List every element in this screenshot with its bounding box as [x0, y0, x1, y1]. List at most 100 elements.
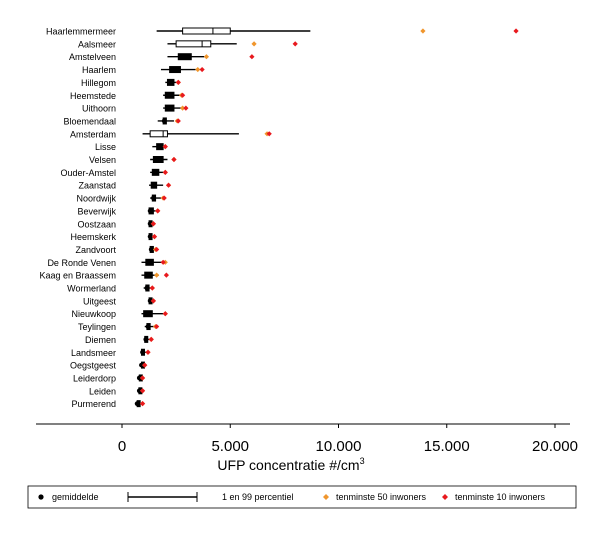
municipality-label: Leiderdorp — [73, 373, 116, 383]
p10-marker — [154, 246, 160, 253]
mean-marker — [148, 247, 154, 252]
row-amstelveen: Amstelveen — [69, 52, 255, 62]
municipality-label: Kaag en Braassem — [39, 271, 116, 281]
p50-marker — [251, 41, 257, 47]
legend-p50-label: tenminste 50 inwoners — [336, 492, 427, 502]
municipality-label: Uitgeest — [83, 296, 117, 306]
legend-p10-marker — [442, 494, 448, 500]
municipality-label: Nieuwkoop — [71, 309, 116, 319]
p10-marker — [162, 311, 168, 317]
municipality-label: Aalsmeer — [78, 39, 116, 49]
row-beverwijk: Beverwijk — [77, 206, 161, 216]
mean-marker — [136, 388, 142, 394]
legend-p50-marker — [323, 494, 329, 500]
row-amsterdam: Amsterdam — [70, 129, 272, 139]
row-velsen: Velsen — [89, 155, 177, 165]
p50-marker — [154, 272, 160, 278]
p10-marker — [175, 79, 181, 85]
mean-marker — [134, 401, 140, 407]
row-diemen: Diemen — [85, 335, 154, 345]
interquartile-box — [166, 78, 175, 86]
mean-marker — [146, 259, 152, 265]
p10-marker — [180, 92, 186, 98]
row-teylingen: Teylingen — [78, 322, 160, 332]
mean-marker — [147, 221, 153, 227]
mean-marker — [140, 349, 145, 355]
mean-marker — [156, 144, 162, 150]
x-axis-label-sup: 3 — [360, 456, 365, 466]
x-tick-label: 20.000 — [532, 438, 578, 455]
x-tick-label: 15.000 — [424, 438, 470, 455]
municipality-label: Heemskerk — [70, 232, 116, 242]
row-heemskerk: Heemskerk — [70, 232, 158, 242]
p50-marker — [203, 54, 210, 60]
p10-marker — [183, 105, 189, 111]
p10-marker — [292, 41, 298, 47]
row-heemstede: Heemstede — [70, 91, 186, 101]
p10-marker — [161, 195, 167, 201]
municipality-label: Teylingen — [78, 322, 116, 332]
row-bloemendaal: Bloemendaal — [63, 116, 181, 126]
row-kaag-en-braassem: Kaag en Braassem — [39, 271, 169, 281]
municipality-label: Uithoorn — [82, 104, 116, 114]
p10-marker — [162, 169, 168, 175]
legend: gemiddelde 1 en 99 percentiel tenminste … — [27, 485, 577, 509]
interquartile-box — [164, 91, 175, 99]
interquartile-box — [149, 130, 168, 138]
p10-marker — [150, 298, 156, 304]
municipality-label: Beverwijk — [77, 206, 116, 216]
row-oegstgeest: Oegstgeest — [70, 361, 148, 371]
mean-marker — [150, 182, 156, 188]
legend-range-label: 1 en 99 percentiel — [222, 492, 294, 502]
p10-marker — [199, 66, 205, 73]
row-uithoorn: Uithoorn — [82, 104, 189, 114]
mean-marker — [136, 375, 142, 381]
mean-marker — [147, 234, 153, 240]
municipality-label: Amstelveen — [69, 52, 116, 62]
p10-marker — [154, 323, 160, 330]
row-haarlem: Haarlem — [82, 65, 205, 75]
p10-marker — [142, 362, 148, 368]
municipality-label: Ouder-Amstel — [60, 168, 116, 178]
municipality-label: Noordwijk — [76, 194, 116, 204]
municipality-label: Bloemendaal — [63, 116, 116, 126]
p10-marker — [266, 131, 272, 137]
row-noordwijk: Noordwijk — [76, 194, 167, 204]
municipality-label: Lisse — [95, 142, 116, 152]
mean-marker — [145, 272, 151, 278]
municipality-label: Hillegom — [81, 78, 116, 88]
interquartile-box — [169, 66, 181, 74]
mean-marker — [144, 285, 150, 291]
p50-marker — [195, 66, 201, 73]
p10-marker — [249, 54, 255, 60]
municipality-label: Landsmeer — [71, 348, 116, 358]
municipality-label: Haarlemmermeer — [46, 27, 116, 37]
row-hillegom: Hillegom — [81, 78, 181, 88]
x-tick-label: 5.000 — [211, 438, 249, 455]
row-leiderdorp: Leiderdorp — [73, 373, 146, 383]
mean-marker — [143, 337, 149, 342]
legend-p10-label: tenminste 10 inwoners — [455, 492, 546, 502]
x-axis-ticks: 0 5.000 10.000 15.000 20.000 — [118, 424, 578, 455]
municipality-label: Wormerland — [67, 284, 116, 294]
plot-area: Haarlemmermeer Aalsmeer Amstelveen Haarlem H… — [36, 27, 578, 473]
row-zaanstad: Zaanstad — [78, 181, 172, 191]
municipality-label: Zandvoort — [75, 245, 116, 255]
row-landsmeer: Landsmeer — [71, 348, 151, 358]
x-tick-label: 10.000 — [316, 438, 362, 455]
municipality-label: Zaanstad — [78, 181, 116, 191]
row-aalsmeer: Aalsmeer — [78, 39, 298, 49]
p10-marker — [165, 182, 172, 188]
p10-marker — [148, 336, 154, 342]
row-oostzaan: Oostzaan — [77, 219, 156, 229]
p10-marker — [151, 234, 158, 240]
p10-marker — [160, 259, 166, 265]
row-haarlemmermeer: Haarlemmermeer — [46, 27, 519, 37]
municipality-label: Haarlem — [82, 65, 116, 75]
row-zandvoort: Zandvoort — [75, 245, 160, 255]
mean-marker — [153, 169, 158, 175]
mean-marker — [150, 195, 156, 201]
x-axis-label: UFP concentratie #/cm3 — [217, 456, 364, 473]
municipality-label: Leiden — [89, 386, 116, 396]
